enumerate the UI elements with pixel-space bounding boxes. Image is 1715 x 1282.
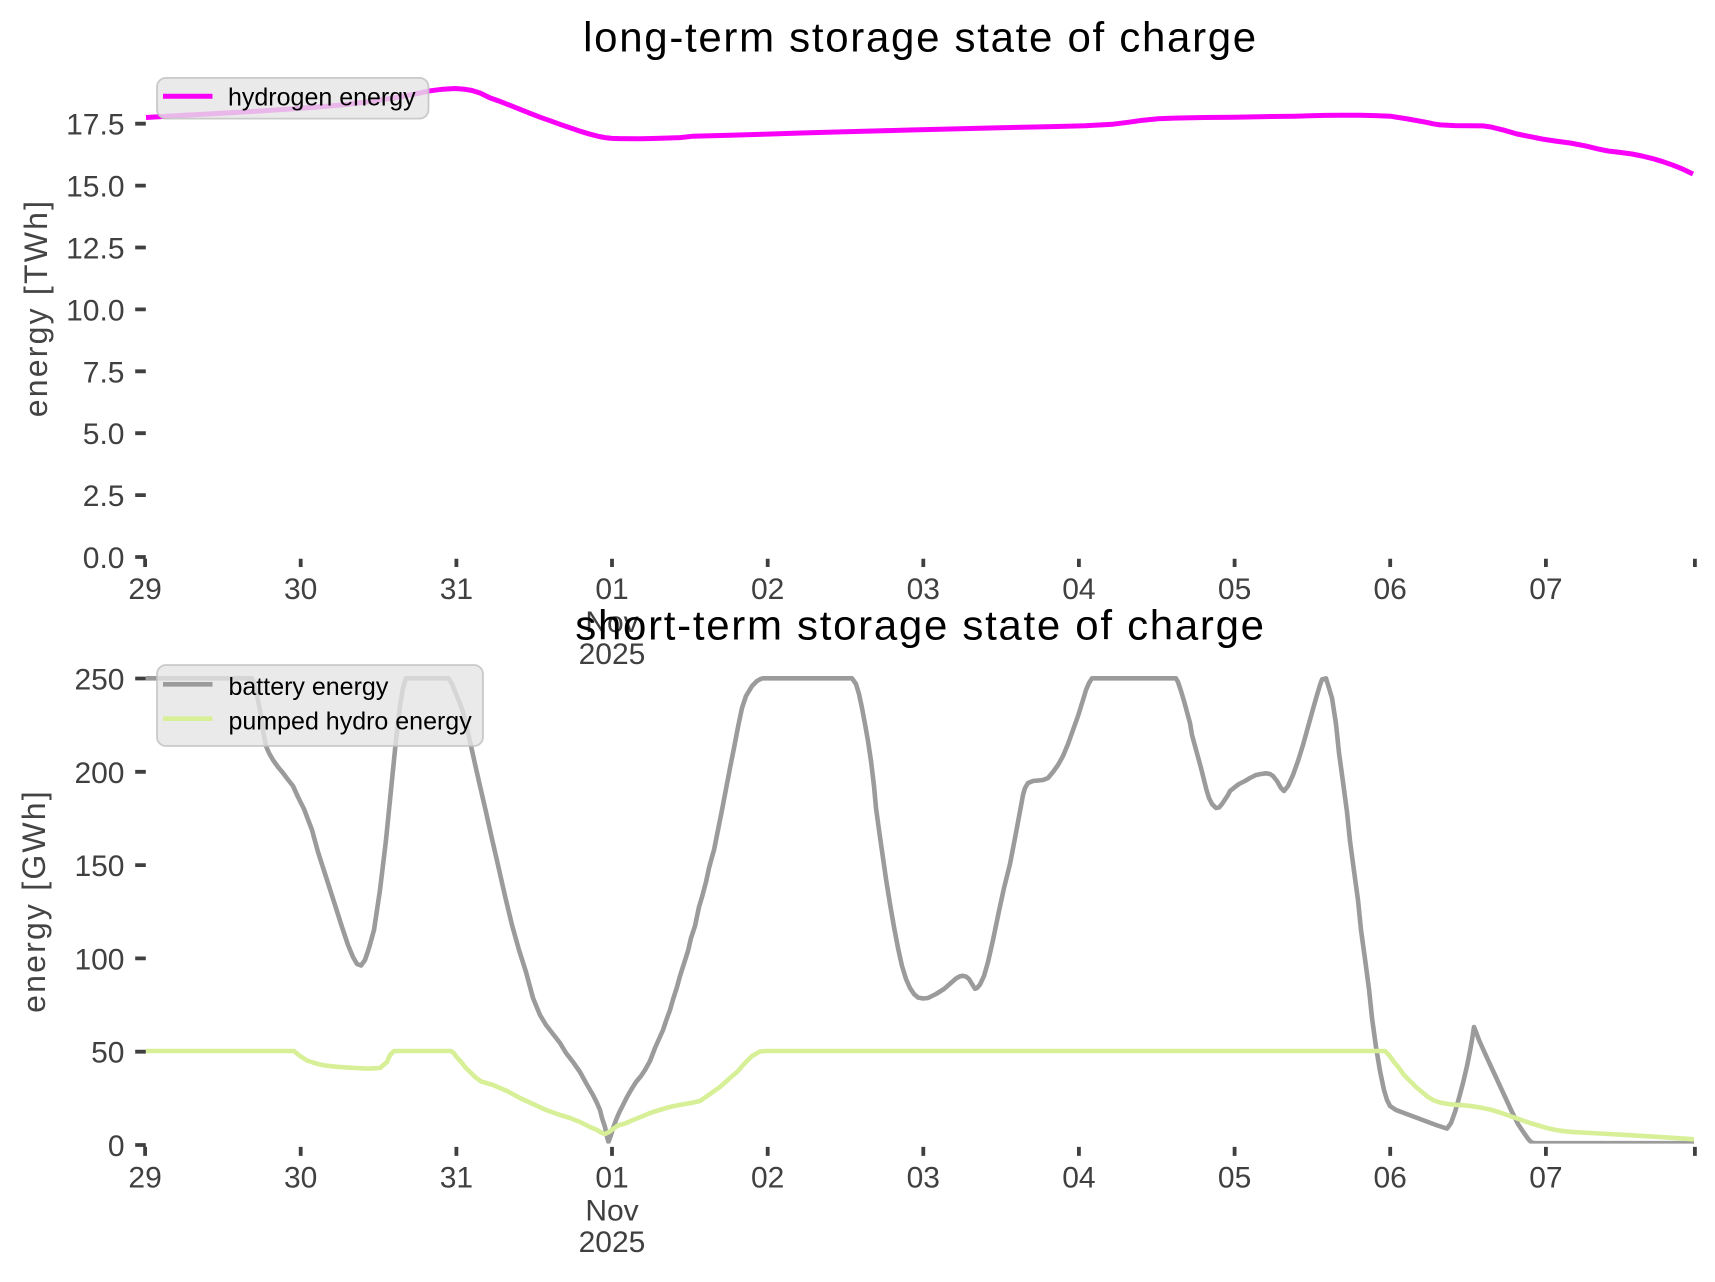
svg-text:7.5: 7.5: [83, 356, 125, 389]
svg-text:07: 07: [1529, 1161, 1562, 1194]
svg-text:31: 31: [440, 1161, 473, 1194]
svg-text:17.5: 17.5: [66, 109, 124, 142]
svg-text:100: 100: [74, 943, 124, 976]
svg-text:04: 04: [1062, 573, 1095, 606]
svg-text:15.0: 15.0: [66, 171, 124, 204]
svg-text:07: 07: [1529, 573, 1562, 606]
svg-text:hydrogen energy: hydrogen energy: [228, 83, 416, 111]
svg-text:2.5: 2.5: [83, 480, 125, 513]
svg-text:battery energy: battery energy: [229, 673, 389, 701]
svg-text:150: 150: [74, 850, 124, 883]
svg-text:Nov: Nov: [585, 606, 638, 639]
svg-text:06: 06: [1374, 1161, 1407, 1194]
svg-text:2025: 2025: [579, 638, 646, 671]
svg-text:29: 29: [128, 573, 161, 606]
svg-text:02: 02: [751, 1161, 784, 1194]
svg-text:02: 02: [751, 573, 784, 606]
svg-text:long-term storage state of cha: long-term storage state of charge: [583, 13, 1258, 60]
svg-text:250: 250: [74, 664, 124, 697]
svg-text:12.5: 12.5: [66, 233, 124, 266]
svg-text:03: 03: [907, 573, 940, 606]
svg-text:30: 30: [284, 573, 317, 606]
svg-text:200: 200: [74, 757, 124, 790]
svg-text:03: 03: [907, 1161, 940, 1194]
svg-text:0.0: 0.0: [83, 542, 125, 575]
svg-text:06: 06: [1374, 573, 1407, 606]
svg-text:energy [TWh]: energy [TWh]: [18, 199, 54, 417]
svg-text:30: 30: [284, 1161, 317, 1194]
svg-text:Nov: Nov: [585, 1194, 638, 1227]
svg-text:01: 01: [595, 573, 628, 606]
svg-text:05: 05: [1218, 573, 1251, 606]
svg-text:energy [GWh]: energy [GWh]: [16, 789, 52, 1013]
svg-text:50: 50: [91, 1037, 124, 1070]
svg-text:29: 29: [128, 1161, 161, 1194]
svg-text:01: 01: [595, 1161, 628, 1194]
svg-text:0: 0: [108, 1130, 125, 1163]
svg-text:short-term storage state of ch: short-term storage state of charge: [575, 602, 1265, 649]
svg-text:31: 31: [440, 573, 473, 606]
svg-text:2025: 2025: [579, 1226, 646, 1259]
svg-text:10.0: 10.0: [66, 294, 124, 327]
svg-text:5.0: 5.0: [83, 418, 125, 451]
svg-text:pumped hydro energy: pumped hydro energy: [229, 708, 473, 736]
svg-text:04: 04: [1062, 1161, 1095, 1194]
svg-text:05: 05: [1218, 1161, 1251, 1194]
